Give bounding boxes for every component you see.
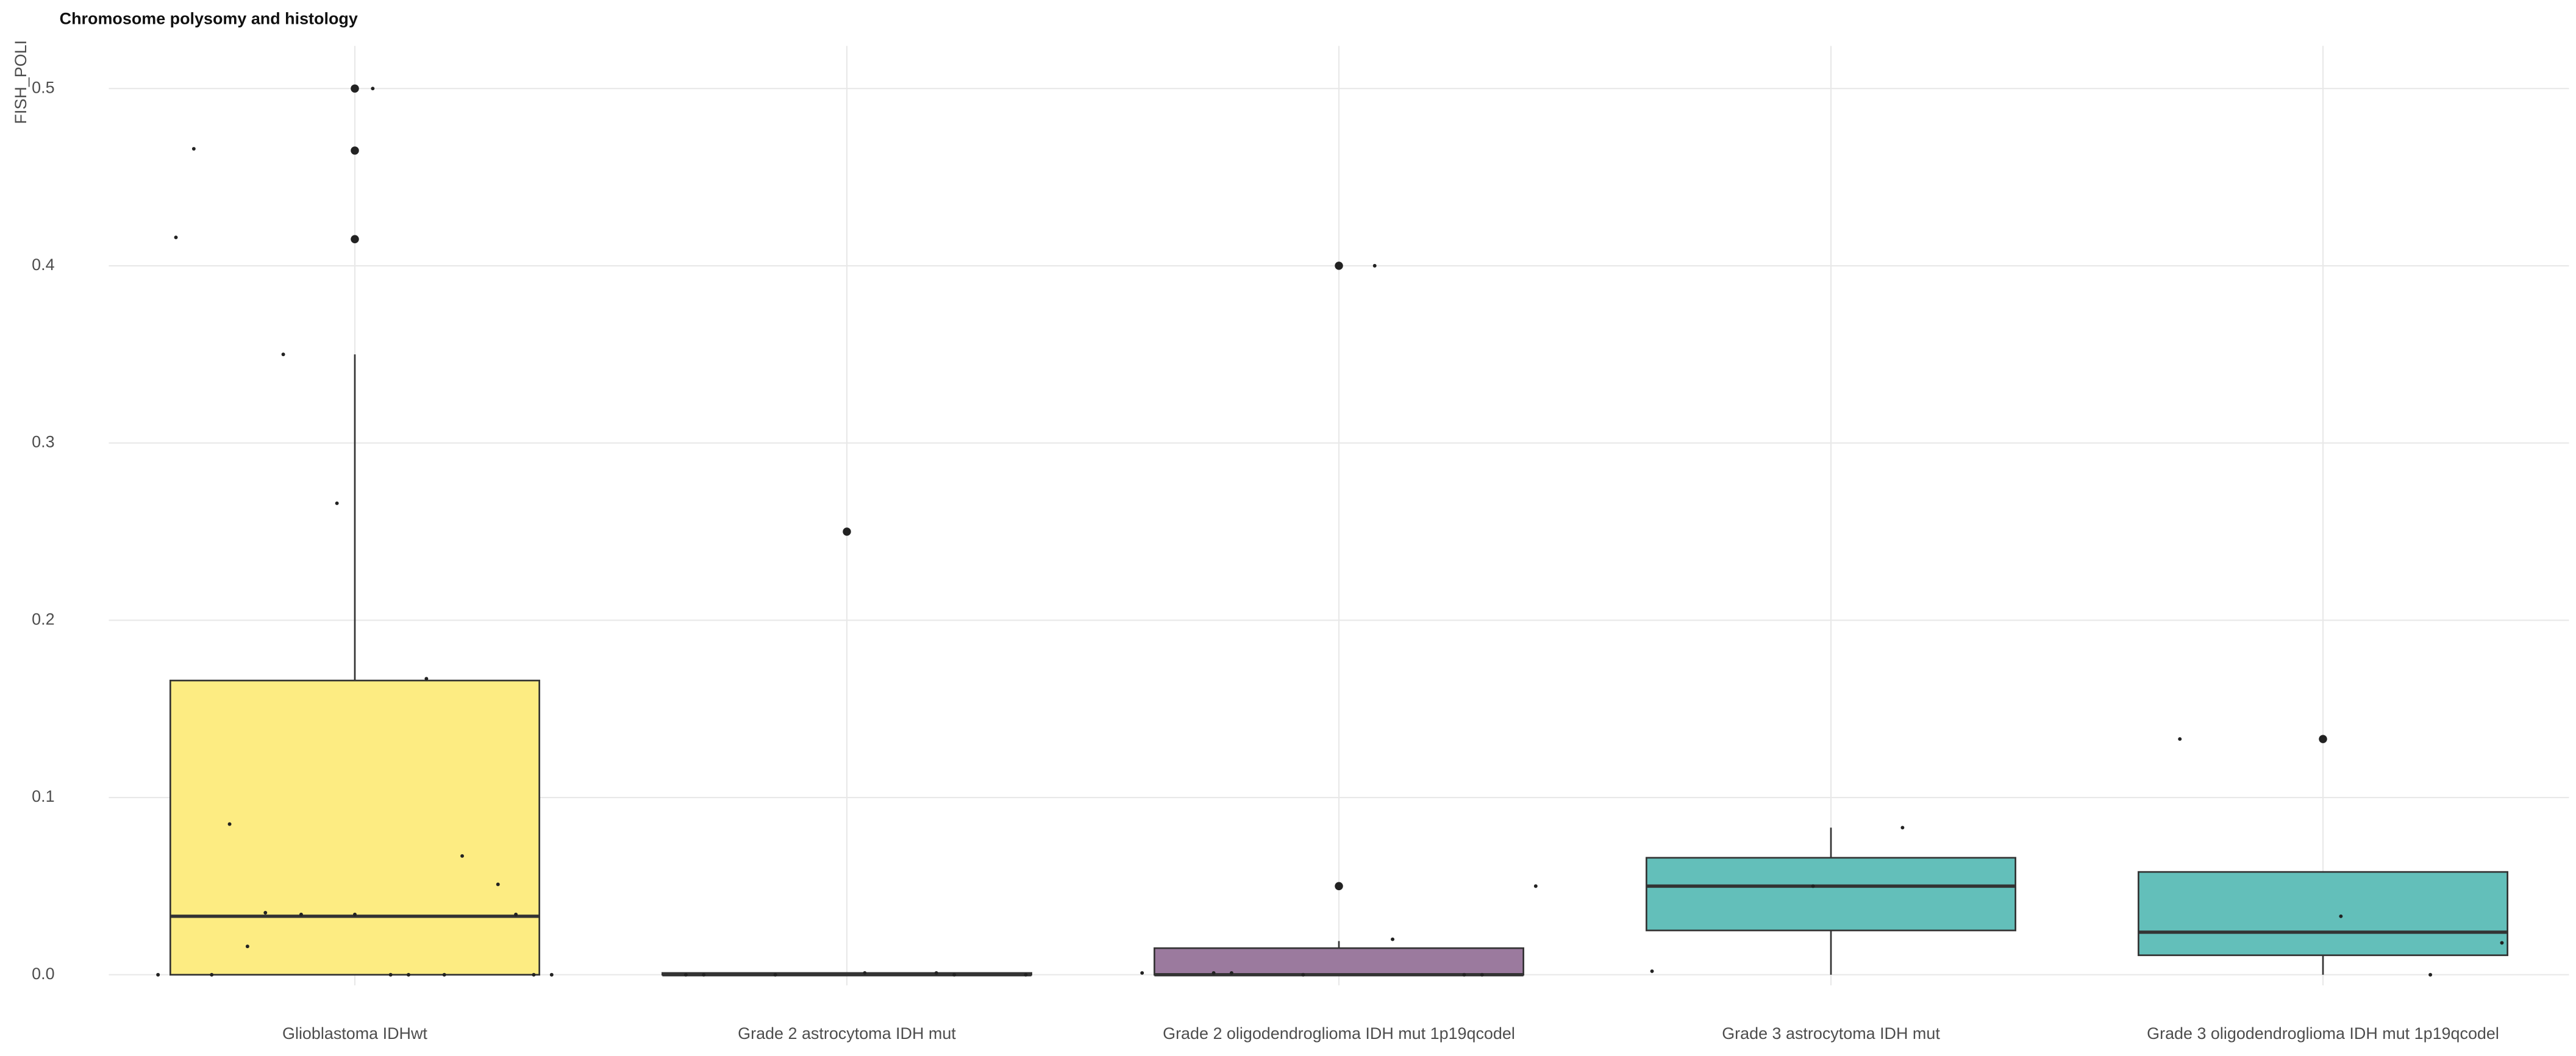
jitter-point bbox=[1462, 972, 1466, 977]
jitter-point bbox=[335, 501, 339, 505]
jitter-point bbox=[263, 911, 268, 915]
jitter-point bbox=[1211, 971, 1216, 975]
jitter-point bbox=[1480, 972, 1484, 977]
x-tick-label: Grade 3 astrocytoma IDH mut bbox=[1722, 1024, 1940, 1043]
box bbox=[1154, 947, 1524, 976]
y-tick-label: 0.2 bbox=[32, 610, 54, 628]
y-tick-label: 0.3 bbox=[32, 433, 54, 451]
jitter-point bbox=[281, 352, 285, 357]
jitter-point bbox=[934, 971, 938, 975]
jitter-point bbox=[245, 944, 249, 949]
jitter-point bbox=[442, 972, 446, 977]
jitter-point bbox=[496, 882, 500, 887]
outlier bbox=[351, 146, 359, 155]
jitter-point bbox=[388, 972, 393, 977]
jitter-point bbox=[191, 147, 196, 151]
jitter-point bbox=[845, 529, 849, 533]
jitter-point bbox=[514, 912, 518, 916]
jitter-point bbox=[460, 854, 465, 858]
jitter-point bbox=[2178, 737, 2182, 741]
jitter-point bbox=[702, 972, 706, 977]
jitter-point bbox=[1229, 971, 1233, 975]
jitter-point bbox=[532, 972, 536, 977]
jitter-point bbox=[1140, 971, 1144, 975]
y-tick-label: 0.1 bbox=[32, 787, 54, 805]
jitter-point bbox=[371, 87, 375, 91]
jitter-point bbox=[2428, 972, 2433, 977]
jitter-point bbox=[2500, 941, 2504, 945]
x-tick-label: Glioblastoma IDHwt bbox=[282, 1024, 427, 1043]
y-axis-label: FISH_POLI bbox=[12, 40, 30, 124]
outlier bbox=[351, 84, 359, 93]
jitter-point bbox=[210, 972, 214, 977]
jitter-point bbox=[1650, 969, 1654, 973]
jitter-point bbox=[353, 912, 357, 916]
box bbox=[2138, 871, 2508, 957]
jitter-point bbox=[683, 972, 688, 977]
jitter-point bbox=[549, 972, 554, 977]
y-tick-label: 0.4 bbox=[32, 255, 54, 274]
jitter-point bbox=[156, 972, 160, 977]
jitter-point bbox=[1372, 263, 1377, 268]
chart-title: Chromosome polysomy and histology bbox=[60, 9, 358, 27]
jitter-point bbox=[1900, 826, 1905, 830]
jitter-point bbox=[227, 822, 232, 826]
outlier bbox=[1335, 882, 1343, 891]
jitter-point bbox=[407, 972, 410, 977]
outlier bbox=[351, 235, 359, 244]
jitter-point bbox=[773, 972, 777, 977]
jitter-point bbox=[1301, 972, 1305, 977]
x-tick-label: Grade 2 astrocytoma IDH mut bbox=[738, 1024, 956, 1043]
jitter-point bbox=[1391, 937, 1395, 941]
jitter-point bbox=[299, 912, 303, 916]
jitter-point bbox=[1024, 972, 1028, 977]
box bbox=[169, 679, 540, 976]
jitter-point bbox=[424, 677, 429, 681]
x-tick-label: Grade 3 oligodendroglioma IDH mut 1p19qc… bbox=[2147, 1024, 2499, 1043]
x-tick-label: Grade 2 oligodendroglioma IDH mut 1p19qc… bbox=[1163, 1024, 1515, 1043]
y-tick-label: 0.5 bbox=[32, 78, 54, 96]
jitter-point bbox=[174, 235, 178, 240]
jitter-point bbox=[1533, 884, 1538, 888]
jitter-point bbox=[952, 972, 957, 977]
jitter-point bbox=[863, 971, 867, 975]
jitter-point bbox=[1811, 884, 1815, 888]
outlier bbox=[1335, 262, 1343, 270]
y-tick-label: 0.0 bbox=[32, 965, 54, 983]
outlier bbox=[2319, 735, 2327, 743]
jitter-point bbox=[2339, 914, 2343, 918]
box bbox=[1646, 857, 2016, 932]
